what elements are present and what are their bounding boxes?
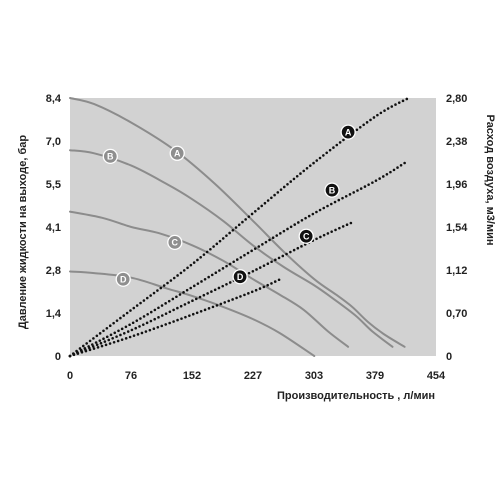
air-marker-b: B bbox=[324, 182, 340, 198]
air-marker-label: D bbox=[237, 272, 244, 282]
x-tick-label: 76 bbox=[125, 370, 137, 382]
y-right-tick-label: 1,54 bbox=[446, 222, 468, 234]
air-marker-d: D bbox=[232, 269, 248, 285]
pressure-marker-d: D bbox=[115, 271, 131, 287]
pressure-marker-a: A bbox=[169, 145, 185, 161]
air-marker-circle bbox=[298, 228, 314, 244]
y-left-tick-label: 8,4 bbox=[46, 93, 62, 105]
y-left-tick-label: 2,8 bbox=[46, 265, 61, 277]
x-tick-label: 0 bbox=[67, 370, 73, 382]
plot-area bbox=[70, 98, 436, 356]
air-marker-label: C bbox=[303, 231, 310, 241]
y-right-tick-label: 2,38 bbox=[446, 136, 467, 148]
pressure-curve-a bbox=[69, 97, 406, 348]
air-marker-circle bbox=[324, 182, 340, 198]
y-left-tick-label: 0 bbox=[55, 351, 61, 363]
x-tick-label: 152 bbox=[183, 370, 201, 382]
x-tick-label: 379 bbox=[366, 370, 384, 382]
x-axis-ticks: 0 76 152 227 303 379 454 bbox=[67, 370, 446, 382]
x-tick-label: 303 bbox=[305, 370, 323, 382]
y-right-tick-label: 1,12 bbox=[446, 265, 467, 277]
pressure-marker-label: C bbox=[172, 238, 179, 248]
pressure-marker-b: B bbox=[102, 148, 118, 165]
pressure-marker-c: C bbox=[167, 234, 183, 251]
pressure-marker-circle bbox=[115, 271, 131, 287]
x-axis-title: Производительность , л/мин bbox=[277, 390, 435, 402]
y-left-tick-label: 5,5 bbox=[46, 179, 61, 191]
pressure-curve-b bbox=[69, 149, 394, 348]
air-flow-curve-a bbox=[68, 96, 410, 358]
air-marker-circle bbox=[340, 124, 356, 140]
y-left-tick-label: 1,4 bbox=[46, 308, 62, 320]
y-right-tick-label: 1,96 bbox=[446, 179, 467, 191]
air-flow-curve-c bbox=[68, 221, 354, 358]
y-left-tick-label: 4,1 bbox=[46, 222, 61, 234]
pressure-curve-d bbox=[69, 270, 316, 357]
air-flow-curve-b bbox=[68, 161, 407, 358]
y-right-tick-label: 2,80 bbox=[446, 93, 467, 105]
pressure-marker-label: D bbox=[120, 274, 127, 284]
y-right-axis-ticks: 0 0,70 1,12 1,54 1,96 2,38 2,80 bbox=[446, 93, 468, 363]
y-right-tick-label: 0,70 bbox=[446, 308, 467, 320]
y-right-tick-label: 0 bbox=[446, 351, 452, 363]
x-tick-label: 454 bbox=[427, 370, 446, 382]
pressure-marker-label: A bbox=[174, 148, 181, 158]
air-flow-curve-d bbox=[68, 278, 281, 358]
air-marker-circle bbox=[232, 269, 248, 285]
pressure-marker-circle bbox=[102, 148, 118, 165]
x-tick-label: 227 bbox=[244, 370, 262, 382]
air-marker-label: B bbox=[329, 185, 336, 195]
curves-layer bbox=[68, 96, 410, 358]
pressure-curve-c bbox=[69, 210, 350, 348]
y-left-tick-label: 7,0 bbox=[46, 136, 61, 148]
air-marker-a: A bbox=[340, 124, 356, 140]
air-marker-c: C bbox=[298, 228, 314, 244]
y-left-axis-ticks: 0 1,4 2,8 4,1 5,5 7,0 8,4 bbox=[46, 93, 62, 363]
y-left-axis-title: Давление жидкости на выходе, бар bbox=[17, 135, 29, 329]
pressure-marker-label: B bbox=[107, 152, 114, 162]
markers-layer: A B C D A B C D bbox=[102, 124, 356, 287]
pressure-marker-circle bbox=[167, 234, 183, 251]
air-marker-label: A bbox=[345, 127, 352, 137]
pressure-marker-circle bbox=[169, 145, 185, 161]
y-right-axis-title: Расход воздуха, м3/мин bbox=[484, 115, 496, 246]
